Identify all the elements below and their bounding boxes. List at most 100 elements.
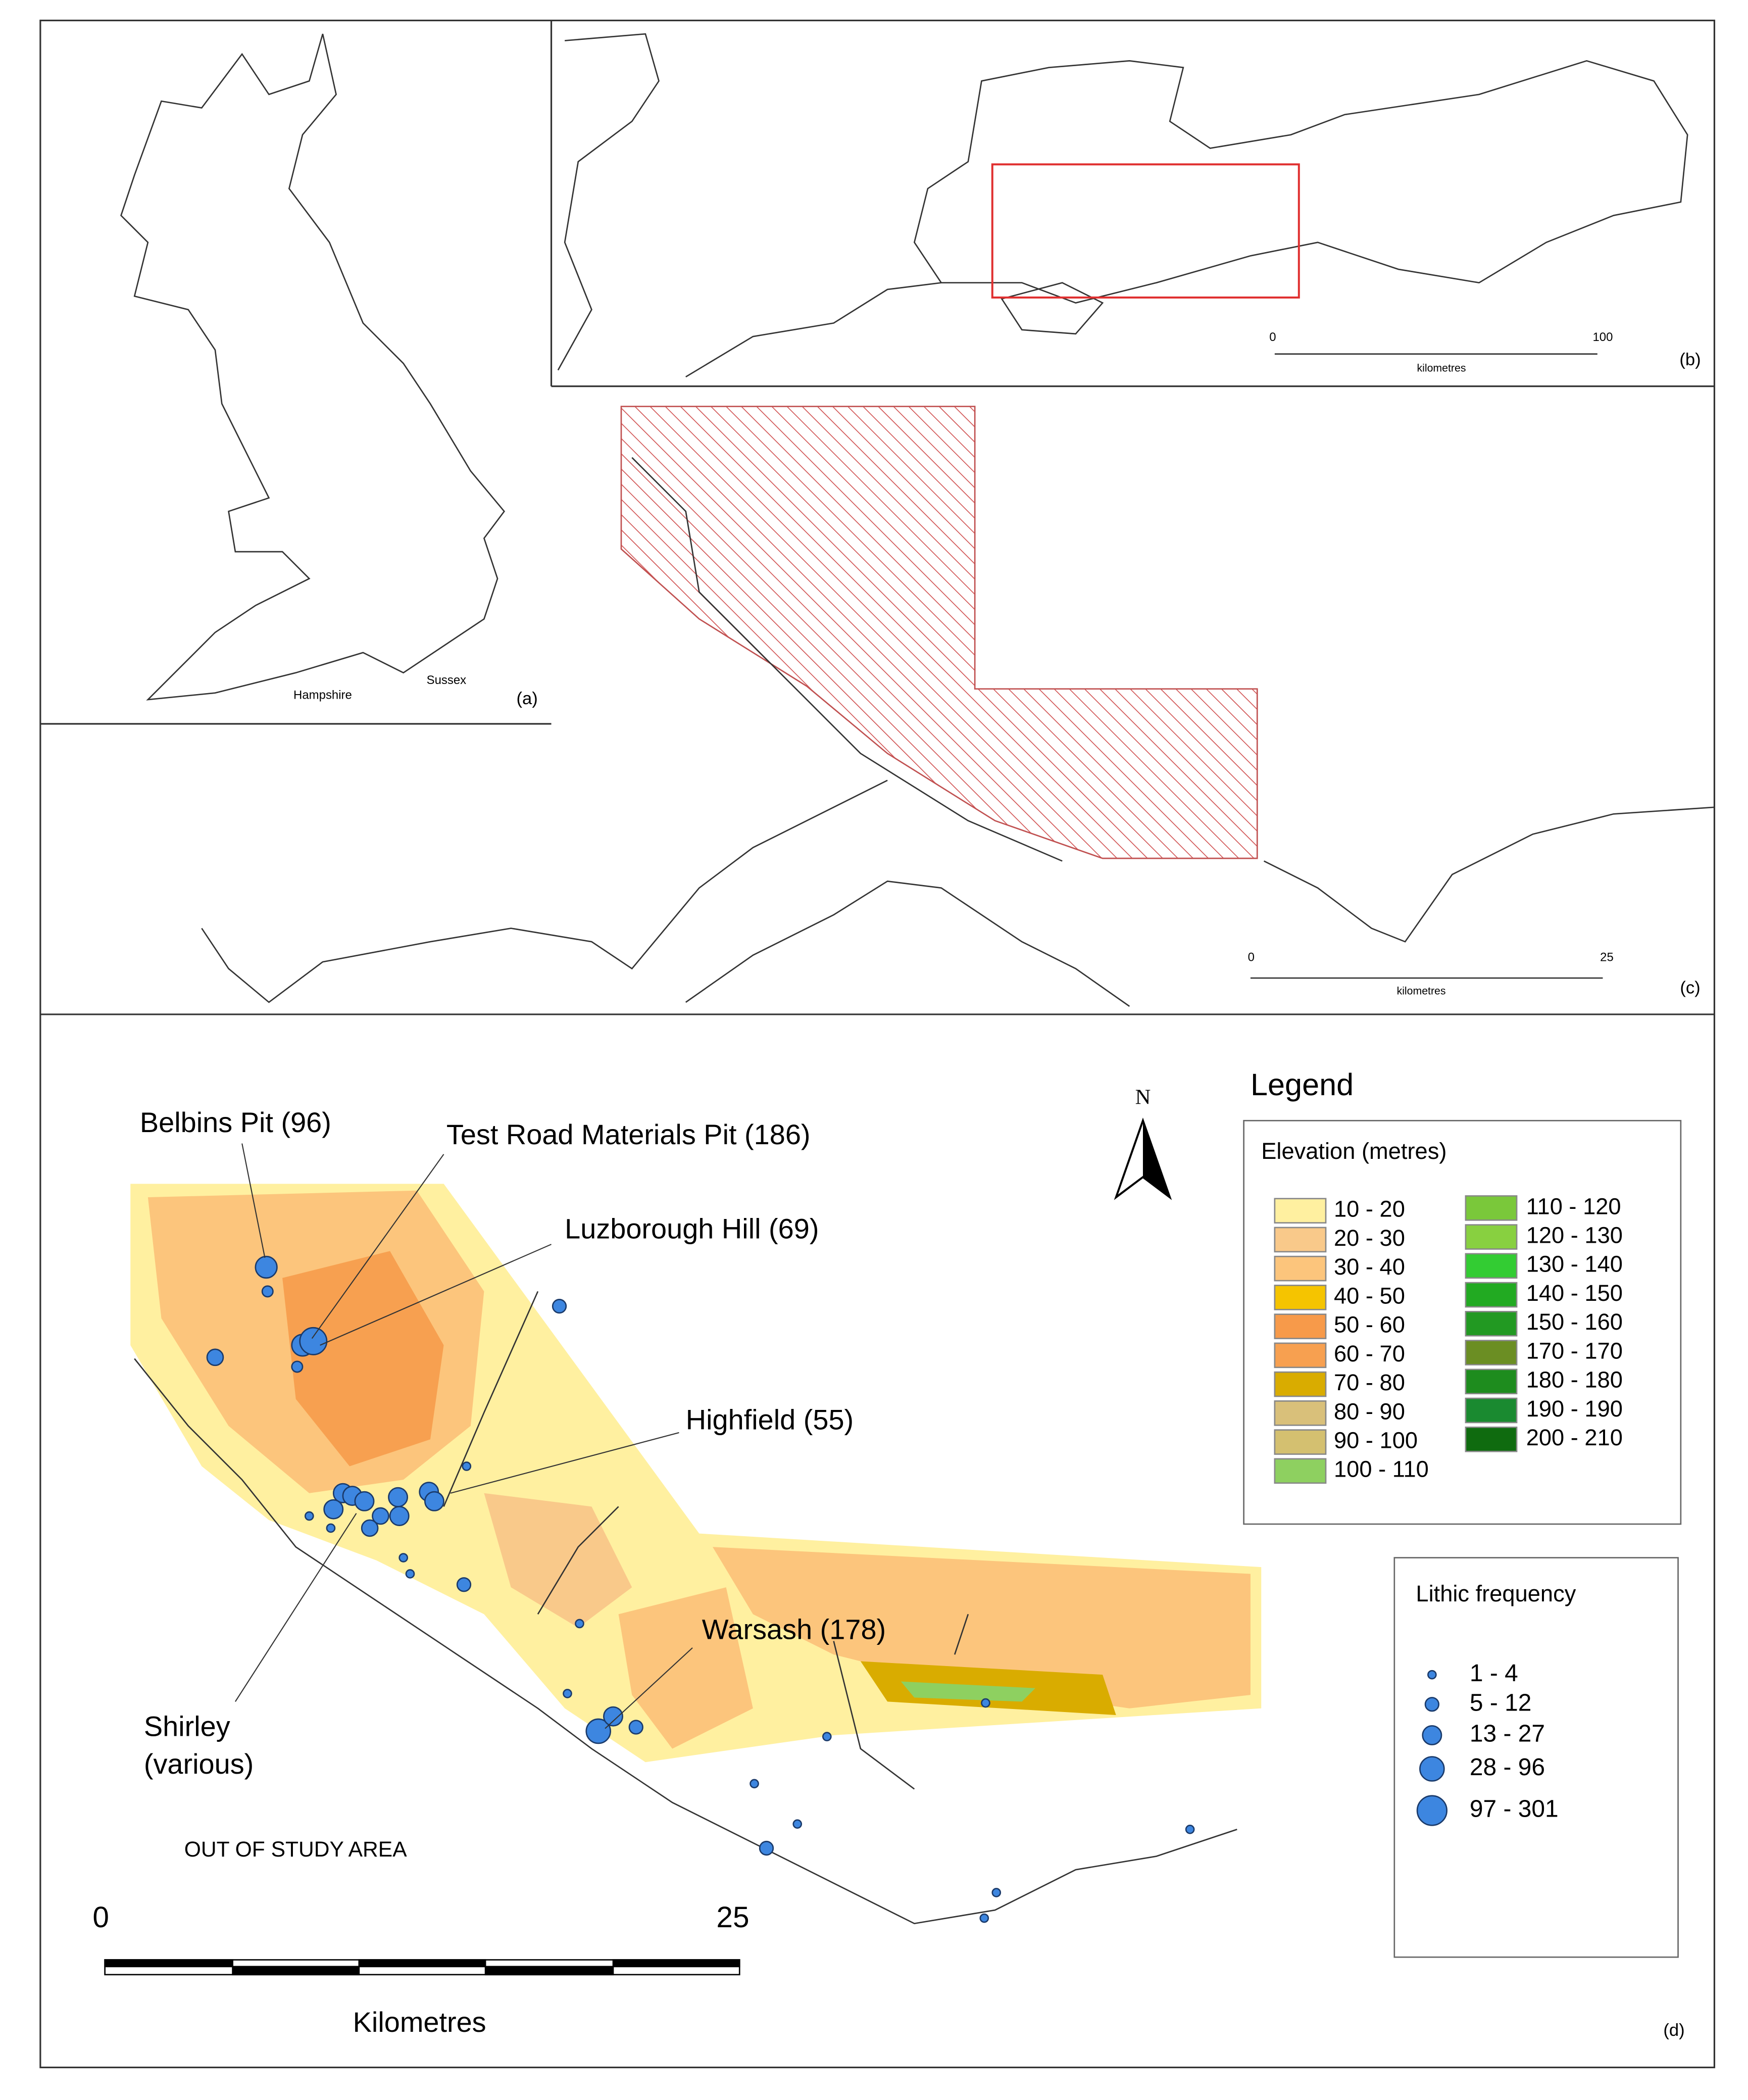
- site-dot: [792, 1819, 803, 1829]
- legend-swatch: [1274, 1313, 1327, 1339]
- site-dot: [585, 1718, 612, 1744]
- panel-tag: (b): [1679, 350, 1701, 369]
- legend-label: 150 - 160: [1526, 1309, 1623, 1335]
- panel-tag: (a): [516, 689, 537, 708]
- legend-label: 200 - 210: [1526, 1425, 1623, 1450]
- site-dot: [603, 1706, 623, 1727]
- site-dot: [305, 1511, 314, 1521]
- legend-label: 13 - 27: [1470, 1721, 1545, 1747]
- site-dot: [326, 1523, 336, 1533]
- scale-unit: kilometres: [1397, 985, 1446, 997]
- legend-swatch: [1465, 1310, 1518, 1337]
- site-dot: [299, 1327, 328, 1355]
- site-dot: [750, 1779, 759, 1789]
- scale-label: 0: [92, 1901, 109, 1934]
- legend-symbol: [1416, 1795, 1447, 1826]
- site-dot: [979, 1913, 989, 1923]
- site-label: Highfield (55): [686, 1403, 854, 1435]
- legend-swatch: [1274, 1371, 1327, 1397]
- legend-label: 60 - 70: [1334, 1341, 1405, 1366]
- site-dot: [255, 1255, 278, 1279]
- site-dot: [991, 1888, 1002, 1897]
- scale-label: 100: [1592, 330, 1613, 344]
- scale-label: 0: [1248, 950, 1255, 964]
- site-dot: [456, 1577, 472, 1592]
- panel-tag: (d): [1663, 2021, 1684, 2040]
- coastline: [557, 33, 1688, 378]
- site-label: Luzborough Hill (69): [565, 1212, 819, 1244]
- legend-swatch: [1465, 1397, 1518, 1424]
- study-area-box: [991, 163, 1300, 299]
- site-label: (various): [144, 1748, 254, 1780]
- site-dot: [354, 1491, 375, 1511]
- panel-tag: (c): [1680, 979, 1700, 998]
- legend-label: 70 - 80: [1334, 1370, 1405, 1395]
- site-dot: [552, 1299, 567, 1314]
- legend-swatch: [1465, 1253, 1518, 1279]
- site-dot: [389, 1506, 410, 1526]
- study-area: [620, 406, 1258, 859]
- site-dot: [759, 1840, 774, 1856]
- legend-swatch: [1274, 1400, 1327, 1426]
- site-dot: [291, 1360, 304, 1373]
- legend-box: [1393, 1557, 1679, 1958]
- site-dot: [361, 1519, 379, 1537]
- legend-symbol: [1427, 1670, 1437, 1680]
- legend-symbol: [1424, 1697, 1440, 1712]
- legend-label: 5 - 12: [1470, 1689, 1532, 1716]
- legend-label: 28 - 96: [1470, 1754, 1545, 1781]
- legend-swatch: [1274, 1227, 1327, 1253]
- north-arrow: [1142, 1120, 1170, 1198]
- legend-swatch: [1465, 1426, 1518, 1452]
- frames: [39, 19, 1716, 2069]
- site-dots: [206, 1255, 1195, 1923]
- legend-label: 180 - 180: [1526, 1367, 1623, 1393]
- legend-label: 120 - 130: [1526, 1223, 1623, 1248]
- scale-bar: [104, 1959, 740, 1976]
- site-dot: [822, 1732, 832, 1741]
- legend-title: Legend: [1251, 1067, 1354, 1102]
- legend-label: 100 - 110: [1334, 1456, 1429, 1482]
- legend-label: 140 - 150: [1526, 1280, 1623, 1306]
- legend-swatch: [1465, 1224, 1518, 1250]
- site-dot: [398, 1553, 409, 1562]
- legend-label: 190 - 190: [1526, 1396, 1623, 1422]
- scale-unit: Kilometres: [353, 2006, 486, 2038]
- legend-symbol: [1419, 1756, 1445, 1782]
- legend-swatch: [1274, 1255, 1327, 1282]
- site-dot: [323, 1499, 344, 1520]
- legend-swatch: [1274, 1342, 1327, 1369]
- site-dot: [1185, 1824, 1195, 1834]
- legend-label: 170 - 170: [1526, 1338, 1623, 1363]
- legend-label: 10 - 20: [1334, 1196, 1405, 1222]
- legend-label: 20 - 30: [1334, 1225, 1405, 1251]
- site-dot: [261, 1285, 274, 1298]
- legend-label: 97 - 301: [1470, 1796, 1559, 1823]
- site-label: Warsash (178): [702, 1614, 886, 1645]
- coastline: [134, 1291, 1237, 1925]
- legend-label: 50 - 60: [1334, 1312, 1405, 1338]
- site-label: Test Road Materials Pit (186): [446, 1118, 811, 1150]
- note: OUT OF STUDY AREA: [184, 1837, 407, 1862]
- legend-swatch: [1274, 1285, 1327, 1310]
- site-dot: [563, 1689, 572, 1698]
- label: Sussex: [427, 673, 467, 687]
- legend-items: 10 - 20 20 - 30 30 - 40 40 - 50 50 - 60 60 - …: [1274, 1193, 1623, 1826]
- scale-unit: kilometres: [1417, 362, 1466, 374]
- legend-swatch: [1465, 1195, 1518, 1221]
- legend-swatch: [1465, 1340, 1518, 1365]
- north-label: N: [1135, 1085, 1151, 1109]
- legend-heading: Lithic frequency: [1416, 1581, 1576, 1606]
- legend-heading: Elevation (metres): [1261, 1138, 1446, 1164]
- coastline: [201, 457, 1715, 1007]
- scale-label: 25: [716, 1901, 749, 1934]
- legend-swatch: [1465, 1282, 1518, 1308]
- elevation-map: [130, 1184, 1262, 1763]
- site-dot: [424, 1491, 444, 1511]
- site-dot: [206, 1348, 224, 1366]
- site-dot: [981, 1698, 990, 1708]
- legend-label: 80 - 90: [1334, 1398, 1405, 1424]
- legend-swatch: [1274, 1429, 1327, 1455]
- site-dot: [462, 1461, 472, 1471]
